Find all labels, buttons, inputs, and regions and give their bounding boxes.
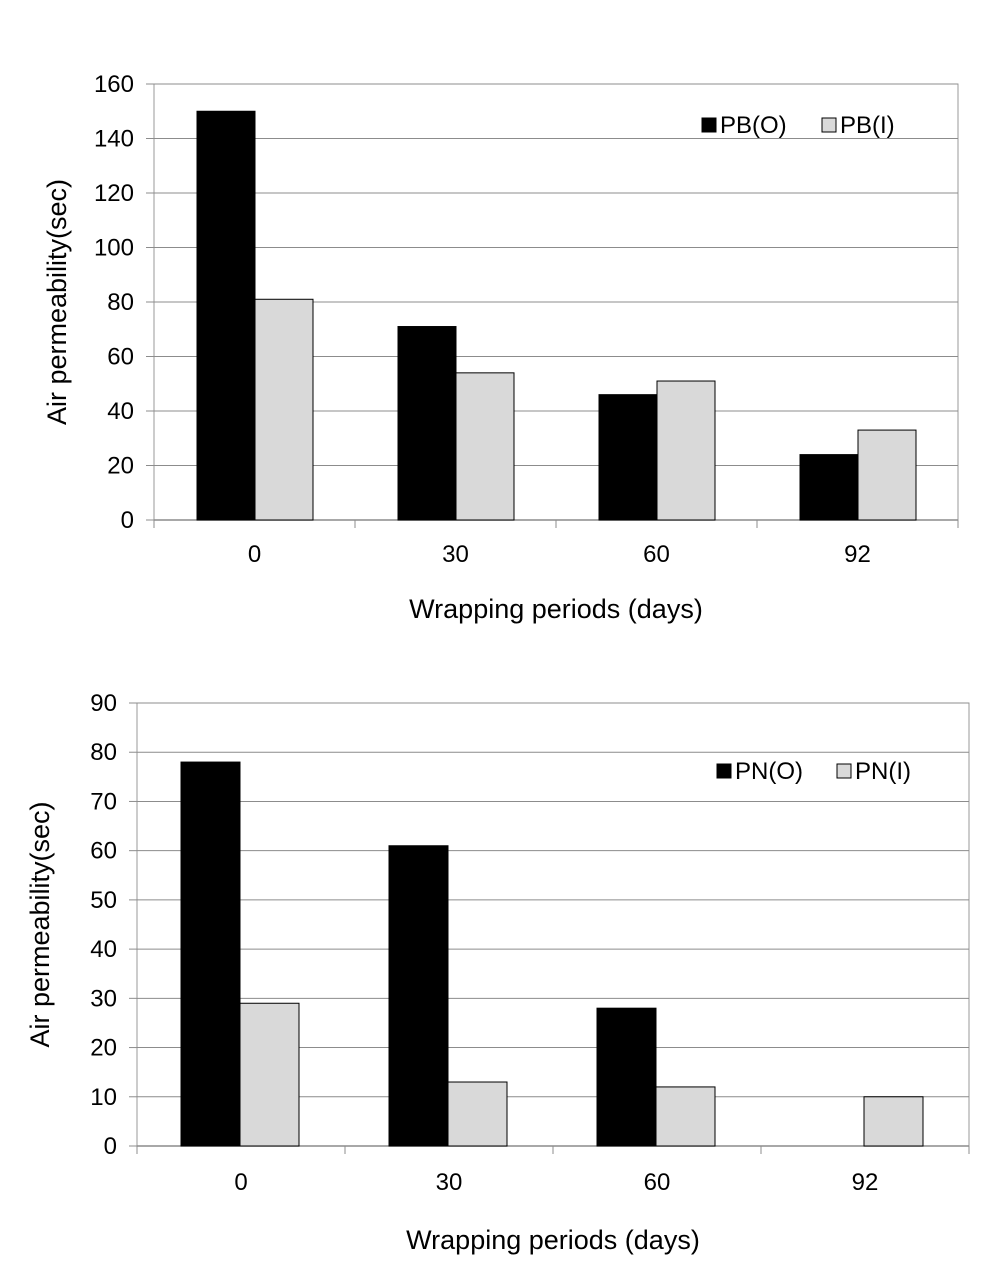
bar-pbi-60 <box>656 380 716 521</box>
bar-pbi-0 <box>254 298 314 521</box>
x-tick-label: 0 <box>248 541 261 568</box>
bar-pbo-60 <box>598 394 658 521</box>
y-tick-label: 20 <box>90 1035 117 1062</box>
y-tick-label: 60 <box>107 344 134 371</box>
legend-label: PN(O) <box>735 758 803 785</box>
bar-pbi-30 <box>455 372 515 521</box>
x-tick-label: 60 <box>644 1169 671 1196</box>
x-tick-label: 92 <box>852 1169 879 1196</box>
y-tick-label: 140 <box>94 126 134 153</box>
x-axis-title: Wrapping periods (days) <box>409 594 703 624</box>
bar-pni-60 <box>655 1086 716 1147</box>
y-tick-label: 0 <box>104 1133 117 1160</box>
bar-pbo-92 <box>799 454 859 521</box>
chart-panel-2: 0 10 20 30 40 50 60 70 80 90 0 30 60 92 Wrapping perio… <box>25 690 970 1255</box>
bar-pno-60 <box>596 1007 657 1147</box>
legend: PN(O) PN(I) <box>716 758 911 785</box>
legend: PB(O) PB(I) <box>701 112 895 139</box>
bar-pno-30 <box>388 845 449 1147</box>
legend-label: PB(O) <box>720 112 787 139</box>
y-tick-label: 10 <box>90 1084 117 1111</box>
y-tick-label: 70 <box>90 788 117 815</box>
y-tick-label: 40 <box>107 398 134 425</box>
y-tick-label: 80 <box>90 739 117 766</box>
y-tick-label: 50 <box>90 887 117 914</box>
bar-pni-92 <box>863 1096 924 1147</box>
y-tick-label: 60 <box>90 838 117 865</box>
legend-swatch <box>701 117 717 133</box>
legend-swatch <box>821 117 837 133</box>
y-tick-label: 40 <box>90 936 117 963</box>
bar-pno-0 <box>180 761 241 1147</box>
y-tick-label: 30 <box>90 985 117 1012</box>
legend-swatch <box>716 763 732 779</box>
y-tick-label: 80 <box>107 289 134 316</box>
legend-swatch <box>836 763 852 779</box>
y-tick-label: 100 <box>94 235 134 262</box>
y-axis-title: Air permeability(sec) <box>25 801 55 1047</box>
x-tick-label: 30 <box>442 541 469 568</box>
y-tick-label: 20 <box>107 453 134 480</box>
legend-label: PB(I) <box>840 112 895 139</box>
y-tick-label: 90 <box>90 690 117 717</box>
y-axis-title: Air permeability(sec) <box>42 179 72 425</box>
chart-panel-1: 0 20 40 60 80 100 120 140 160 0 30 60 92 Wrapping per… <box>42 71 959 624</box>
bar-pbo-30 <box>397 326 457 521</box>
y-tick-label: 160 <box>94 71 134 98</box>
bar-pni-30 <box>447 1081 508 1147</box>
x-tick-label: 30 <box>436 1169 463 1196</box>
y-tick-label: 0 <box>121 507 134 534</box>
x-tick-label: 92 <box>844 541 871 568</box>
bar-pbo-0 <box>196 110 256 521</box>
bar-pni-0 <box>239 1002 300 1147</box>
y-tick-label: 120 <box>94 180 134 207</box>
legend-label: PN(I) <box>855 758 911 785</box>
x-axis-title: Wrapping periods (days) <box>406 1225 700 1255</box>
x-tick-label: 60 <box>643 541 670 568</box>
bar-pbi-92 <box>857 429 917 521</box>
x-tick-label: 0 <box>234 1169 247 1196</box>
